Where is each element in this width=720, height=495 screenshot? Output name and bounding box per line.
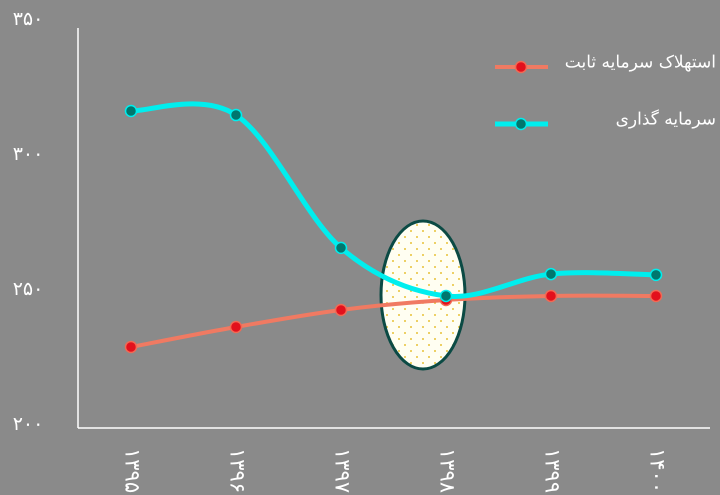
- marker: [334, 241, 348, 255]
- marker: [649, 289, 663, 303]
- x-tick-label: ۱۳۹۹: [541, 448, 565, 493]
- y-tick-label: ۲۵۰: [13, 278, 44, 300]
- marker: [229, 108, 243, 122]
- legend-label: سرمایه گذاری: [616, 109, 716, 130]
- marker: [544, 267, 558, 281]
- marker: [649, 268, 663, 282]
- x-tick-label: ۱۳۹۶: [226, 448, 250, 493]
- legend-marker: [514, 60, 528, 74]
- marker: [334, 303, 348, 317]
- x-tick-label: ۱۳۹۵: [121, 448, 145, 493]
- legend-label: استهلاک سرمایه ثابت: [565, 53, 716, 73]
- y-tick-label: ۳۰۰: [13, 143, 44, 165]
- marker: [439, 289, 453, 303]
- marker: [124, 340, 138, 354]
- y-tick-label: ۳۵۰: [13, 8, 44, 30]
- marker: [124, 104, 138, 118]
- x-tick-label: ۱۳۹۸: [436, 448, 460, 493]
- marker: [229, 320, 243, 334]
- marker: [544, 289, 558, 303]
- legend-marker: [514, 117, 528, 131]
- x-tick-label: ۱۳۹۷: [331, 448, 355, 493]
- x-tick-label: ۱۴۰۰: [646, 448, 670, 493]
- line: [130, 101, 657, 299]
- y-tick-label: ۲۰۰: [13, 413, 44, 435]
- line: [130, 293, 657, 349]
